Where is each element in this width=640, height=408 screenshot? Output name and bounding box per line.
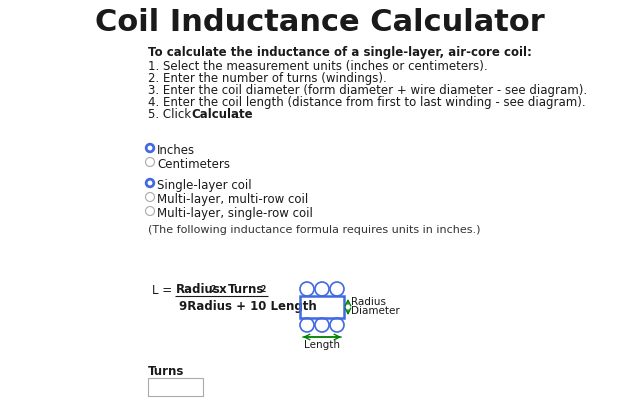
Text: .: . [237, 108, 241, 121]
Text: 9Radius + 10 Length: 9Radius + 10 Length [179, 300, 317, 313]
Text: x: x [215, 283, 231, 296]
Circle shape [145, 179, 154, 188]
Circle shape [145, 144, 154, 153]
Text: Turns: Turns [228, 283, 264, 296]
Text: Diameter: Diameter [351, 306, 400, 316]
Circle shape [148, 146, 152, 150]
Text: 3. Enter the coil diameter (form diameter + wire diameter - see diagram).: 3. Enter the coil diameter (form diamete… [148, 84, 587, 97]
Text: Inches: Inches [157, 144, 195, 157]
Text: 2: 2 [210, 285, 215, 294]
Text: 2: 2 [260, 285, 265, 294]
Circle shape [145, 193, 154, 202]
Circle shape [148, 181, 152, 185]
Text: Centimeters: Centimeters [157, 158, 230, 171]
Text: Single-layer coil: Single-layer coil [157, 179, 252, 192]
Text: L =: L = [152, 284, 172, 297]
Circle shape [145, 157, 154, 166]
Text: Multi-layer, multi-row coil: Multi-layer, multi-row coil [157, 193, 308, 206]
Bar [300, 296, 344, 318]
Text: Coil Inductance Calculator: Coil Inductance Calculator [95, 8, 545, 37]
Text: Turns: Turns [148, 365, 184, 378]
Text: Length: Length [304, 340, 340, 350]
Text: (The following inductance formula requires units in inches.): (The following inductance formula requir… [148, 225, 481, 235]
Bar [148, 378, 203, 396]
Text: 1. Select the measurement units (inches or centimeters).: 1. Select the measurement units (inches … [148, 60, 488, 73]
Text: Radius: Radius [176, 283, 221, 296]
Text: 14: 14 [152, 381, 167, 393]
Text: 2. Enter the number of turns (windings).: 2. Enter the number of turns (windings). [148, 72, 387, 85]
Text: Multi-layer, single-row coil: Multi-layer, single-row coil [157, 207, 313, 220]
Circle shape [145, 206, 154, 215]
Text: 5. Click: 5. Click [148, 108, 195, 121]
Text: 4. Enter the coil length (distance from first to last winding - see diagram).: 4. Enter the coil length (distance from … [148, 96, 586, 109]
Text: Calculate: Calculate [191, 108, 253, 121]
Text: To calculate the inductance of a single-layer, air-core coil:: To calculate the inductance of a single-… [148, 46, 532, 59]
Text: Radius: Radius [351, 297, 386, 307]
